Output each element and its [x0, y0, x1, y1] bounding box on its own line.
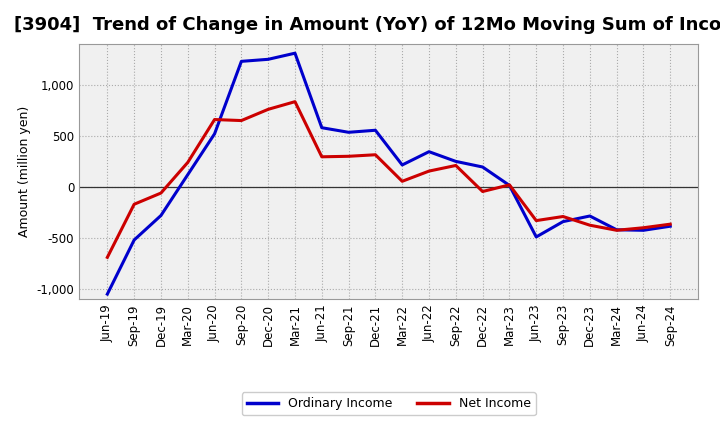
- Legend: Ordinary Income, Net Income: Ordinary Income, Net Income: [242, 392, 536, 415]
- Ordinary Income: [157, 213, 166, 218]
- Net Income: [398, 179, 407, 184]
- Net Income: [344, 154, 353, 159]
- Net Income: [425, 169, 433, 174]
- Ordinary Income: [612, 227, 621, 232]
- Ordinary Income: [371, 128, 379, 133]
- Net Income: [371, 152, 379, 158]
- Net Income: [559, 214, 567, 219]
- Ordinary Income: [451, 159, 460, 164]
- Net Income: [130, 202, 138, 207]
- Title: [3904]  Trend of Change in Amount (YoY) of 12Mo Moving Sum of Incomes: [3904] Trend of Change in Amount (YoY) o…: [14, 16, 720, 34]
- Ordinary Income: [103, 291, 112, 297]
- Ordinary Income: [264, 57, 272, 62]
- Net Income: [291, 99, 300, 104]
- Net Income: [639, 225, 648, 231]
- Ordinary Income: [210, 131, 219, 136]
- Ordinary Income: [532, 234, 541, 239]
- Net Income: [666, 221, 675, 227]
- Ordinary Income: [130, 237, 138, 242]
- Ordinary Income: [425, 149, 433, 154]
- Ordinary Income: [344, 130, 353, 135]
- Ordinary Income: [318, 125, 326, 130]
- Net Income: [237, 118, 246, 123]
- Net Income: [157, 191, 166, 196]
- Net Income: [264, 106, 272, 112]
- Net Income: [478, 189, 487, 194]
- Ordinary Income: [237, 59, 246, 64]
- Net Income: [585, 223, 594, 228]
- Line: Net Income: Net Income: [107, 102, 670, 257]
- Line: Ordinary Income: Ordinary Income: [107, 53, 670, 294]
- Net Income: [318, 154, 326, 159]
- Net Income: [103, 255, 112, 260]
- Ordinary Income: [639, 227, 648, 233]
- Ordinary Income: [559, 219, 567, 224]
- Net Income: [210, 117, 219, 122]
- Y-axis label: Amount (million yen): Amount (million yen): [18, 106, 31, 237]
- Ordinary Income: [398, 162, 407, 168]
- Net Income: [505, 182, 514, 187]
- Ordinary Income: [585, 213, 594, 219]
- Net Income: [184, 160, 192, 165]
- Ordinary Income: [505, 183, 514, 188]
- Net Income: [612, 227, 621, 233]
- Ordinary Income: [478, 165, 487, 170]
- Net Income: [451, 163, 460, 168]
- Ordinary Income: [291, 51, 300, 56]
- Ordinary Income: [184, 172, 192, 177]
- Ordinary Income: [666, 224, 675, 229]
- Net Income: [532, 218, 541, 223]
